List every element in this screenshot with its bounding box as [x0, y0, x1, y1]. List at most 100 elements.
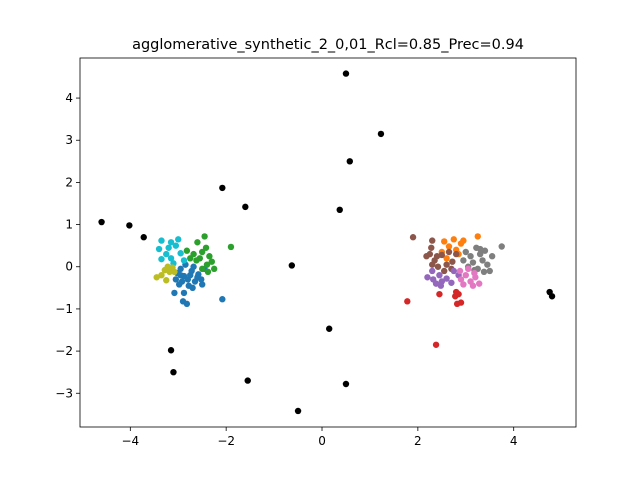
scatter-point-2-3: [206, 253, 213, 260]
scatter-point-7-6: [479, 257, 486, 264]
scatter-point-7-12: [476, 245, 484, 253]
scatter-point-2-1: [199, 248, 206, 256]
chart-title: agglomerative_synthetic_2_0,01_Rcl=0.85_…: [132, 37, 524, 53]
scatter-point-4-7: [164, 263, 171, 270]
scatter-point-3-6: [158, 255, 165, 263]
scatter-point-5-0: [441, 238, 448, 245]
scatter-point-6-11: [433, 253, 441, 260]
y-tick-label: 0: [65, 260, 73, 274]
scatter-point-0-12: [170, 368, 177, 376]
scatter-point-0-14: [342, 380, 350, 388]
scatter-point-10-0: [404, 298, 411, 305]
scatter-point-1-20: [183, 300, 191, 308]
scatter-point-7-11: [460, 257, 467, 264]
scatter-point-4-6: [169, 264, 176, 271]
scatter-point-7-8: [486, 267, 493, 275]
scatter-point-5-8: [443, 255, 450, 262]
scatter-point-7-1: [467, 253, 474, 260]
scatter-point-6-9: [452, 250, 460, 258]
scatter-point-2-6: [203, 261, 211, 268]
scatter-point-3-0: [158, 237, 165, 244]
scatter-point-10-1: [436, 290, 443, 298]
scatter-point-10-6: [432, 341, 440, 348]
scatter-point-9-6: [476, 280, 483, 287]
scatter-point-9-1: [462, 271, 469, 279]
scatter-point-6-12: [423, 253, 430, 260]
scatter-point-6-0: [409, 234, 417, 241]
scatter-point-8-6: [437, 282, 445, 289]
scatter-point-4-1: [158, 271, 165, 279]
scatter-point-8-9: [450, 267, 457, 275]
scatter-point-3-5: [167, 255, 175, 262]
scatter-point-1-13: [189, 284, 196, 292]
scatter-point-8-3: [432, 280, 440, 287]
scatter-point-0-6: [98, 218, 105, 226]
scatter-point-2-9: [210, 265, 218, 273]
y-tick-label: 4: [65, 91, 73, 105]
scatter-point-1-22: [187, 271, 194, 279]
scatter-point-2-11: [194, 239, 201, 246]
scatter-point-9-9: [471, 269, 478, 277]
scatter-point-9-0: [457, 276, 465, 283]
scatter-point-3-11: [165, 244, 172, 251]
scatter-point-6-15: [429, 261, 436, 268]
scatter-point-0-9: [288, 262, 296, 269]
scatter-point-0-10: [326, 325, 333, 332]
scatter-point-6-6: [438, 251, 446, 259]
scatter-point-1-21: [219, 296, 226, 303]
scatter-point-2-0: [201, 233, 208, 240]
scatter-point-6-10: [441, 267, 448, 275]
x-tick-label: −2: [217, 434, 235, 448]
y-tick-label: −2: [55, 344, 73, 358]
scatter-point-10-7: [452, 293, 459, 300]
x-tick-label: 0: [318, 434, 326, 448]
scatter-point-9-7: [456, 267, 464, 275]
scatter-point-6-7: [443, 261, 450, 268]
scatter-point-0-17: [548, 293, 556, 300]
scatter-point-10-5: [457, 299, 465, 306]
scatter-point-7-0: [462, 248, 469, 256]
scatter-point-9-4: [460, 281, 467, 288]
x-axis: −4 −2 0 2 4: [121, 427, 518, 448]
scatter-point-0-15: [294, 407, 302, 415]
scatter-point-8-0: [424, 274, 431, 281]
scatter-point-5-7: [474, 233, 481, 240]
scatter-point-5-6: [460, 237, 467, 244]
y-tick-label: −1: [55, 302, 73, 316]
scatter-point-7-3: [476, 250, 484, 258]
scatter-point-2-12: [187, 255, 194, 262]
scatter-point-8-7: [448, 279, 455, 286]
scatter-point-0-3: [219, 184, 226, 192]
scatter-point-1-7: [199, 281, 206, 288]
scatter-point-0-13: [244, 377, 251, 384]
scatter-point-8-2: [436, 271, 443, 279]
x-tick-label: 4: [510, 434, 518, 448]
y-tick-label: 1: [65, 218, 73, 232]
scatter-point-3-3: [172, 242, 180, 249]
scatter-point-6-13: [445, 248, 453, 256]
x-tick-label: 2: [414, 434, 422, 448]
scatter-point-6-5: [434, 263, 442, 270]
scatter-point-9-5: [469, 282, 477, 289]
scatter-point-2-2: [202, 244, 210, 251]
scatter-point-5-1: [450, 236, 457, 243]
scatter-point-0-4: [242, 203, 249, 211]
scatter-point-3-2: [175, 236, 182, 243]
scatter-point-1-16: [176, 281, 183, 288]
scatter-point-1-1: [177, 265, 184, 273]
y-tick-label: −3: [55, 386, 73, 400]
scatter-point-8-5: [443, 275, 450, 282]
scatter-point-0-1: [377, 130, 385, 138]
scatter-point-1-24: [190, 263, 197, 270]
scatter-point-2-13: [183, 247, 191, 254]
scatter-point-1-23: [177, 271, 184, 279]
points-layer: [98, 70, 556, 415]
scatter-point-1-15: [198, 276, 205, 283]
scatter-point-7-14: [488, 253, 496, 260]
scatter-point-0-2: [346, 158, 353, 165]
scatter-point-3-1: [167, 239, 175, 246]
scatter-point-6-1: [429, 237, 436, 244]
y-axis: −3 −2 −1 0 1 2 3 4: [55, 91, 80, 400]
